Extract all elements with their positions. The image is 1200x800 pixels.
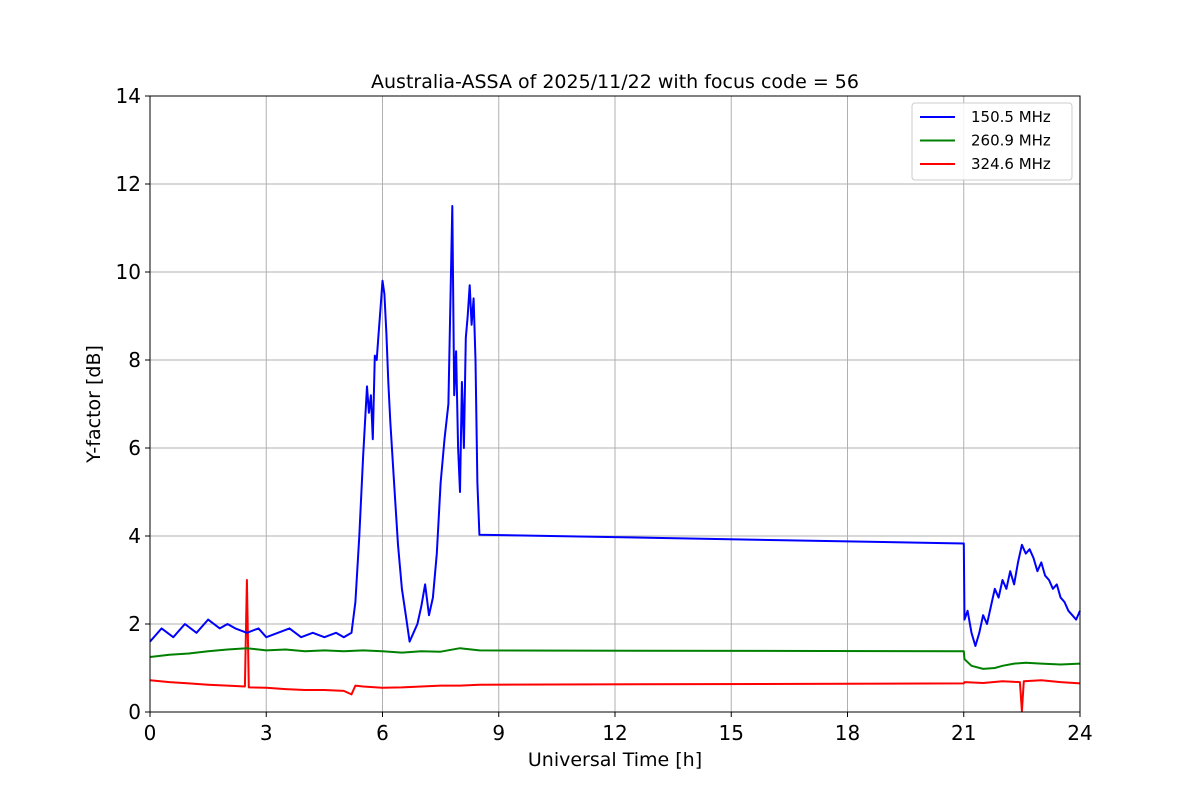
series-line-324-6-mhz (149, 579, 1081, 713)
x-tick-label: 24 (1067, 721, 1092, 745)
y-tick-label: 6 (128, 436, 141, 460)
y-tick-label: 0 (128, 700, 141, 724)
chart-title: Australia-ASSA of 2025/11/22 with focus … (371, 71, 859, 93)
y-tick-label: 14 (116, 84, 141, 108)
y-tick-label: 2 (128, 612, 141, 636)
y-axis-label: Y-factor [dB] (83, 345, 105, 464)
legend-label: 150.5 MHz (971, 108, 1051, 126)
x-axis-label: Universal Time [h] (528, 749, 702, 771)
series-group (149, 205, 1081, 713)
legend-label: 324.6 MHz (971, 155, 1051, 173)
x-tick-label: 15 (719, 721, 744, 745)
y-tick-label: 10 (116, 260, 141, 284)
x-tick-label: 6 (376, 721, 389, 745)
x-tick-label: 3 (260, 721, 273, 745)
y-tick-label: 4 (128, 524, 141, 548)
x-tick-label: 21 (951, 721, 976, 745)
legend-box (911, 102, 1073, 181)
x-tick-label: 9 (492, 721, 505, 745)
x-tick-label: 12 (602, 721, 627, 745)
y-tick-label: 8 (128, 348, 141, 372)
x-tick-label: 0 (144, 721, 157, 745)
legend: 150.5 MHz 260.9 MHz 324.6 MHz (911, 102, 1073, 181)
legend-label: 260.9 MHz (971, 132, 1051, 150)
series-line-260-9-mhz (149, 647, 1081, 670)
series-line-150-5-mhz (149, 205, 1081, 647)
y-tick-label: 12 (116, 172, 141, 196)
x-tick-label: 18 (835, 721, 860, 745)
